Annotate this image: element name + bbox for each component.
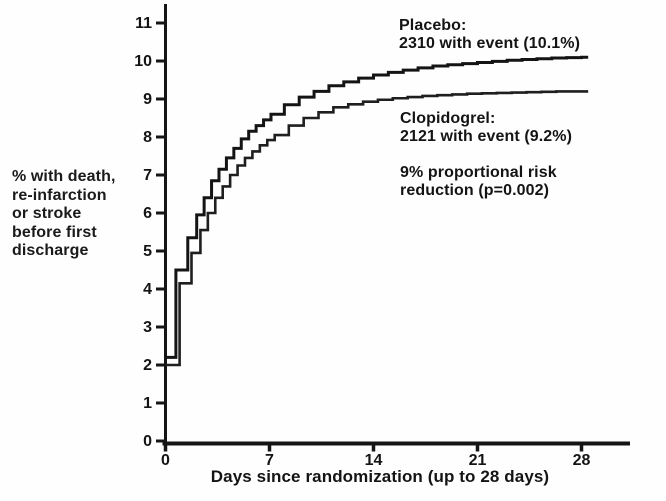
y-tick-label: 1 xyxy=(143,394,152,412)
y-axis-label-line: discharge xyxy=(12,242,89,259)
y-axis-label-line: re-infarction xyxy=(12,186,107,204)
y-tick-label: 7 xyxy=(143,166,152,184)
y-tick-label: 9 xyxy=(143,90,152,108)
y-tick-label: 6 xyxy=(143,204,152,222)
y-axis-label-line: before first xyxy=(12,223,97,241)
step-curve-clopidogrel xyxy=(165,90,589,367)
risk-reduction-line: reduction (p=0.002) xyxy=(400,182,550,199)
risk-reduction-annotation: 9% proportional risk reduction (p=0.002) xyxy=(400,164,557,200)
y-axis-label: % with death, re-infarction or stroke be… xyxy=(12,168,116,261)
placebo-annotation: Placebo: 2310 with event (10.1%) xyxy=(399,17,580,53)
y-tick-label: 3 xyxy=(143,318,152,336)
placebo-annotation-events: 2310 with event (10.1%) xyxy=(399,35,581,52)
risk-reduction-line: 9% proportional risk xyxy=(400,164,557,181)
y-tick-label: 10 xyxy=(134,52,152,70)
clopidogrel-annotation-title: Clopidogrel: xyxy=(400,110,496,127)
clopidogrel-annotation: Clopidogrel: 2121 with event (9.2%) xyxy=(400,110,572,146)
clopidogrel-annotation-events: 2121 with event (9.2%) xyxy=(400,128,573,145)
step-curve-placebo xyxy=(165,55,589,359)
y-tick-label: 2 xyxy=(143,356,152,374)
y-axis-label-line: % with death, xyxy=(12,168,116,185)
x-tick-label: 14 xyxy=(364,452,383,469)
x-tick-label: 7 xyxy=(265,452,274,469)
placebo-annotation-title: Placebo: xyxy=(399,17,467,34)
y-tick-label: 8 xyxy=(143,128,152,146)
x-tick-label: 21 xyxy=(468,452,487,469)
x-axis-label: Days since randomization (up to 28 days) xyxy=(210,467,550,486)
y-tick-label: 4 xyxy=(143,280,152,298)
x-tick-label: 28 xyxy=(572,452,591,469)
y-axis-label-line: or stroke xyxy=(12,205,82,222)
x-tick-label: 0 xyxy=(161,452,170,469)
y-tick-label: 5 xyxy=(143,242,152,260)
y-tick-label: 11 xyxy=(135,14,152,32)
y-tick-label: 0 xyxy=(143,432,152,450)
